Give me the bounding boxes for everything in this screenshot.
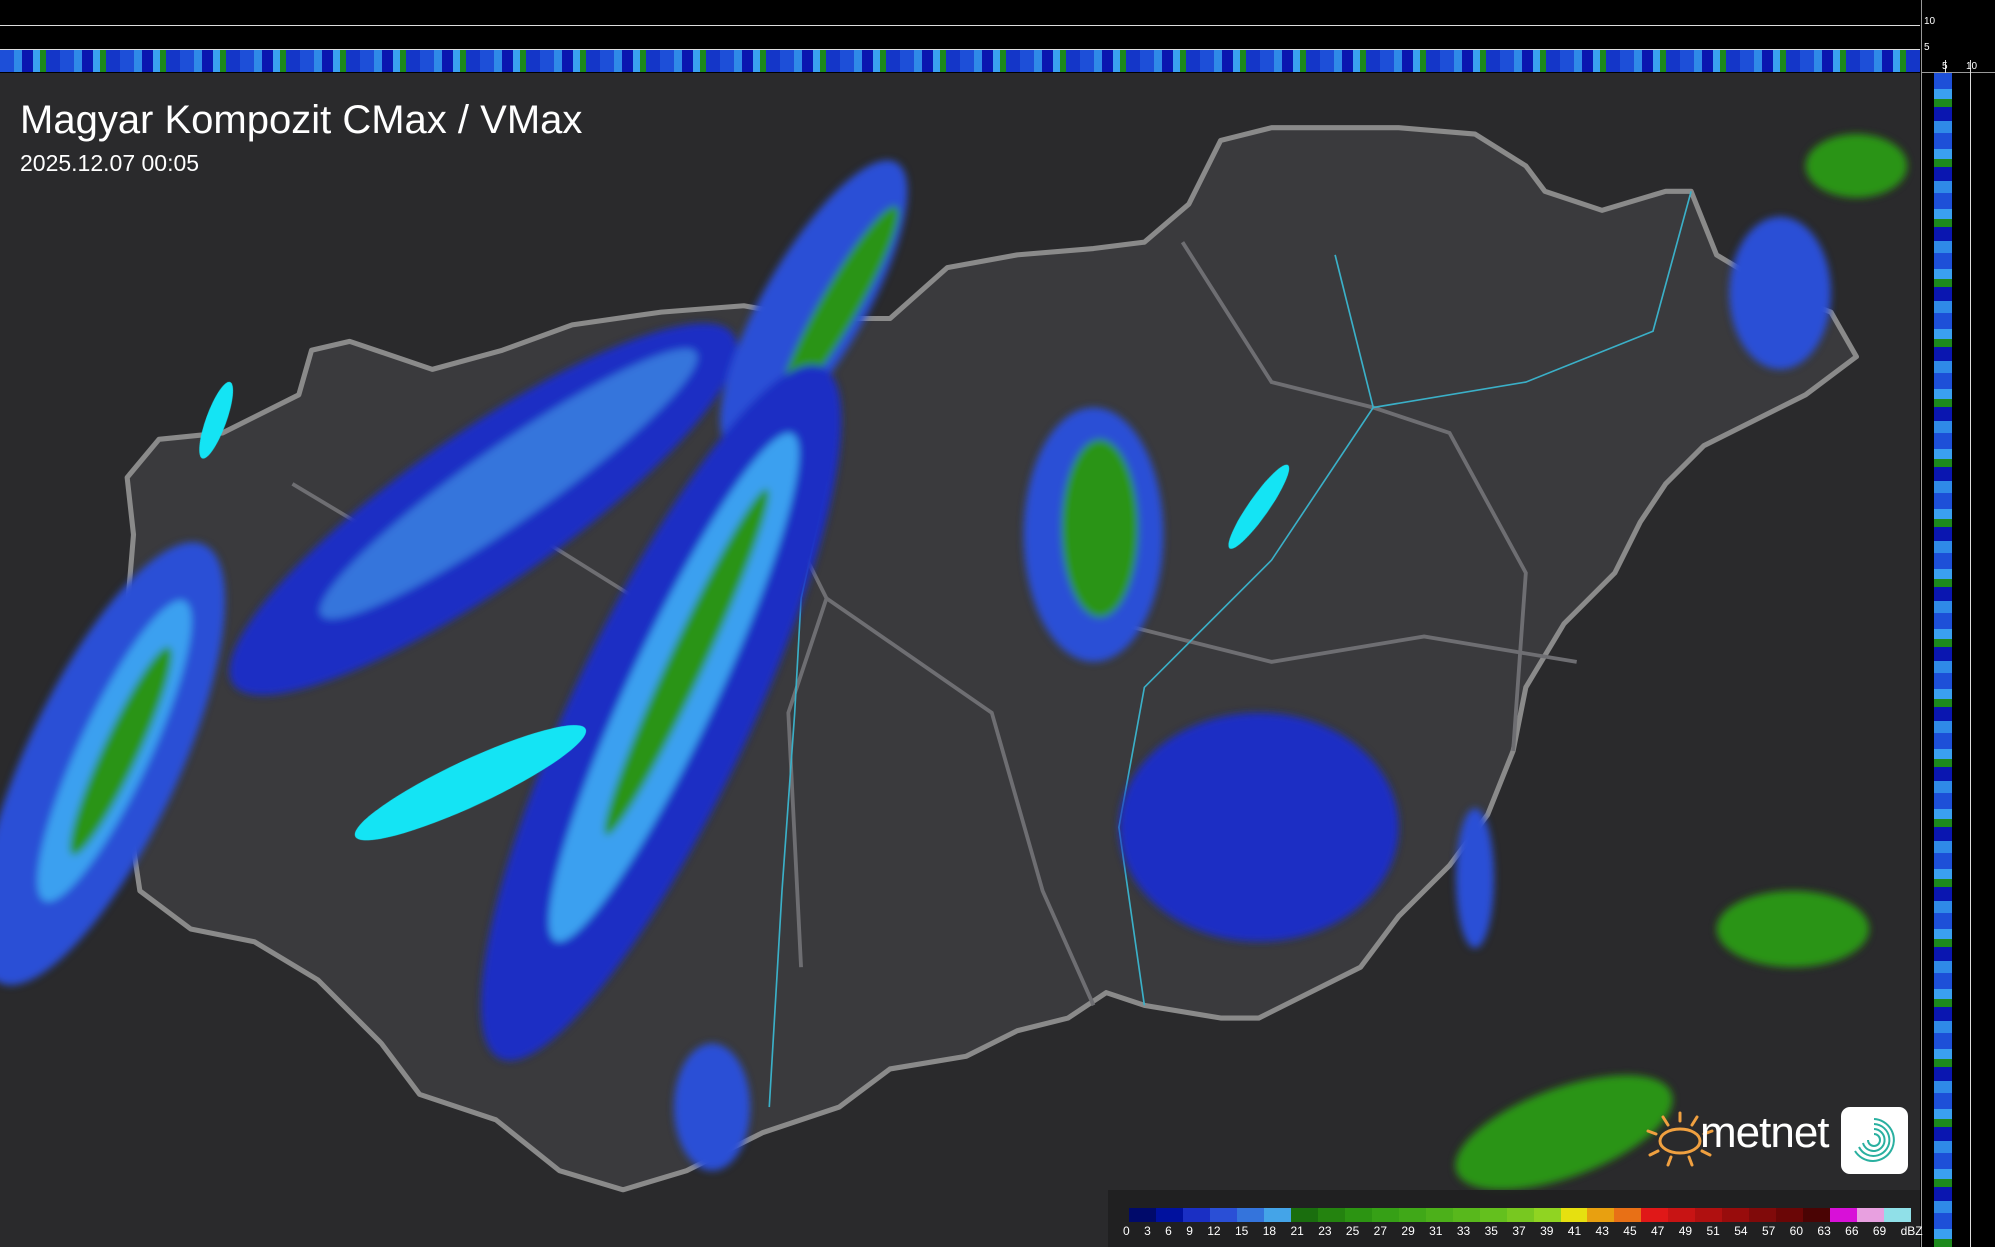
legend-swatch: [1560, 1208, 1588, 1222]
legend-label: 12: [1207, 1224, 1221, 1238]
legend-swatch: [1857, 1208, 1885, 1222]
radar-map[interactable]: [0, 73, 1920, 1247]
legend-label: 66: [1845, 1224, 1859, 1238]
legend-label: 60: [1789, 1224, 1804, 1238]
legend-labels: 0 3 6 9 12 15 18 21 23 25 27 29 31 33 35 37 39 41 43 45 47 49…: [1123, 1224, 1923, 1238]
legend-label: 29: [1401, 1224, 1415, 1238]
legend-swatch: [1749, 1208, 1777, 1222]
brand-name: metnet: [1700, 1108, 1830, 1157]
precipitation: [0, 134, 1908, 1190]
axis-label-5: 5: [1924, 42, 1930, 53]
cross-section-side: 10 5 5 10: [1921, 0, 1995, 1247]
panel-separator: [1921, 0, 1922, 1247]
legend-swatch: [1398, 1208, 1426, 1222]
legend-label: 25: [1345, 1224, 1360, 1238]
legend-label: 18: [1262, 1224, 1277, 1238]
legend-label: 27: [1373, 1224, 1388, 1238]
legend-swatch: [1587, 1208, 1615, 1222]
legend-label: 45: [1623, 1224, 1637, 1238]
panel-separator-h: [1921, 72, 1995, 73]
legend-swatch: [1533, 1208, 1561, 1222]
legend-swatch: [1830, 1208, 1858, 1222]
map-title: Magyar Kompozit CMax / VMax: [20, 98, 583, 142]
legend-swatch: [1209, 1208, 1237, 1222]
legend-label: 49: [1678, 1224, 1693, 1238]
map-timestamp: 2025.12.07 00:05: [20, 150, 200, 176]
legend-swatch: [1668, 1208, 1696, 1222]
legend-label: 69: [1872, 1224, 1887, 1238]
legend-label: 47: [1651, 1224, 1665, 1238]
legend-label: 9: [1186, 1224, 1193, 1238]
legend-label: 6: [1165, 1224, 1172, 1238]
legend-color-bar: [1129, 1208, 1912, 1222]
legend-label: 31: [1429, 1224, 1443, 1238]
cross-section-top: [0, 0, 1920, 73]
legend-swatch: [1236, 1208, 1264, 1222]
legend-swatch: [1614, 1208, 1642, 1222]
axis-line-10-v: [1970, 60, 1971, 1247]
legend-label: 57: [1761, 1224, 1776, 1238]
legend-swatch: [1722, 1208, 1750, 1222]
legend-label: 0: [1123, 1224, 1130, 1238]
legend-swatch: [1695, 1208, 1723, 1222]
legend-swatch: [1290, 1208, 1318, 1222]
legend-label: 35: [1484, 1224, 1498, 1238]
lake-balaton: [354, 725, 587, 841]
axis-label-10-side: 10: [1966, 61, 1978, 72]
legend-swatch: [1776, 1208, 1804, 1222]
legend-label: 39: [1540, 1224, 1554, 1238]
lake-velence: [1228, 464, 1290, 549]
axis-line-10: [0, 25, 1920, 26]
metnet-sun-logo-icon: [1646, 1111, 1714, 1167]
legend-label: 43: [1595, 1224, 1609, 1238]
legend-label: 63: [1817, 1224, 1831, 1238]
axis-label-10: 10: [1924, 16, 1936, 27]
legend-label: 3: [1144, 1224, 1151, 1238]
legend-swatch: [1155, 1208, 1183, 1222]
legend-label: 21: [1290, 1224, 1304, 1238]
legend-swatch: [1129, 1208, 1156, 1222]
cross-section-strip-horizontal: [0, 50, 1920, 72]
legend-swatch: [1425, 1208, 1453, 1222]
legend-swatch: [1803, 1208, 1831, 1222]
legend-swatch: [1182, 1208, 1210, 1222]
legend-label: 33: [1456, 1224, 1471, 1238]
legend-swatch: [1371, 1208, 1399, 1222]
legend-swatch: [1506, 1208, 1534, 1222]
axis-label-5-side: 5: [1942, 61, 1948, 72]
legend-swatch: [1452, 1208, 1480, 1222]
legend-swatch: [1479, 1208, 1507, 1222]
legend-label: 23: [1318, 1224, 1332, 1238]
color-legend: 0 3 6 9 12 15 18 21 23 25 27 29 31 33 35 37 39 41 43 45 47 49…: [1108, 1190, 1923, 1247]
legend-swatch: [1317, 1208, 1345, 1222]
legend-swatch: [1884, 1208, 1912, 1222]
legend-swatch: [1344, 1208, 1372, 1222]
cross-section-strip-vertical: [1934, 73, 1952, 1247]
axis-line-5: [0, 49, 1920, 50]
legend-unit: dBZ: [1900, 1224, 1923, 1238]
lake-neusiedl: [199, 381, 234, 459]
legend-label: 41: [1567, 1224, 1582, 1238]
legend-label: 15: [1234, 1224, 1249, 1238]
legend-label: 54: [1734, 1224, 1748, 1238]
legend-swatch: [1263, 1208, 1291, 1222]
legend-swatch: [1641, 1208, 1669, 1222]
legend-label: 51: [1706, 1224, 1720, 1238]
app-swirl-icon: [1841, 1107, 1908, 1174]
legend-label: 37: [1512, 1224, 1526, 1238]
